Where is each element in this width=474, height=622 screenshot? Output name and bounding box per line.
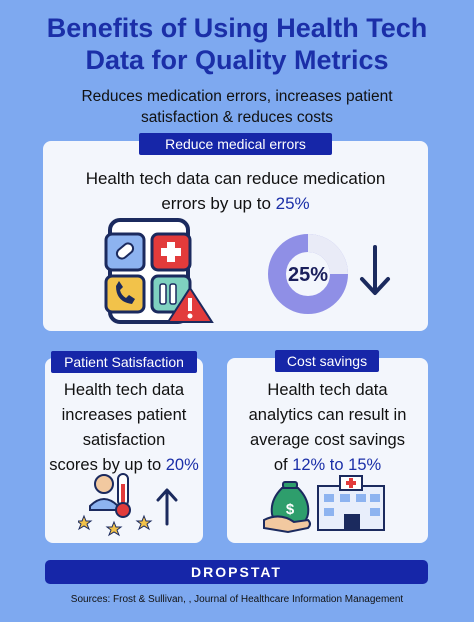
donut-label: 25% [288,264,328,286]
reduce-errors-tag: Reduce medical errors [139,133,332,155]
patient-satisfaction-line-3: satisfaction [82,431,166,449]
patient-satisfaction-line-2: increases patient [61,406,187,424]
subtitle: Reduces medication errors, increases pat… [30,86,444,128]
cost-savings-tag: Cost savings [275,350,379,372]
mobile-health-app-icon [104,218,214,324]
patient-thermometer-icon [78,473,153,537]
patient-satisfaction-text: Health tech data increases patient satis… [45,378,203,478]
arrow-up-icon [156,488,178,526]
svg-text:$: $ [286,501,295,518]
page-title: Benefits of Using Health Tech Data for Q… [0,12,474,76]
reduce-errors-line-1: Health tech data can reduce medication [85,169,386,188]
donut-highlight-segment [307,234,348,275]
cost-savings-line-4: of 12% to 15% [273,456,382,474]
arrow-down-icon [360,245,390,295]
money-hospital-icon: $ [263,475,385,534]
reduce-errors-text: Health tech data can reduce medication e… [43,166,428,216]
reduce-errors-value: 25% [275,194,310,213]
patient-satisfaction-tag: Patient Satisfaction [51,351,197,373]
cost-savings-line-3: average cost savings [249,431,405,449]
patient-satisfaction-value: 20% [165,456,199,474]
subtitle-line-1: Reduces medication errors, increases pat… [81,88,393,105]
cost-savings-text: Health tech data analytics can result in… [227,378,428,478]
cost-savings-line-2: analytics can result in [248,406,407,424]
sources-footnote: Sources: Frost & Sullivan, , Journal of … [70,594,404,605]
reduce-errors-line-2: errors by up to 25% [161,194,310,213]
title-line-1: Benefits of Using Health Tech [46,13,428,43]
brand-banner: DROPSTAT [45,560,428,584]
patient-satisfaction-line-1: Health tech data [63,381,185,399]
percentage-donut-chart: 25% [268,234,348,314]
subtitle-line-2: satisfaction & reduces costs [140,109,334,126]
cost-savings-value: 12% to 15% [292,456,382,474]
patient-satisfaction-line-4: scores by up to 20% [49,456,199,474]
cost-savings-line-1: Health tech data [267,381,388,399]
brand-logo: DROPSTAT [191,564,282,580]
title-line-2: Data for Quality Metrics [85,45,389,75]
